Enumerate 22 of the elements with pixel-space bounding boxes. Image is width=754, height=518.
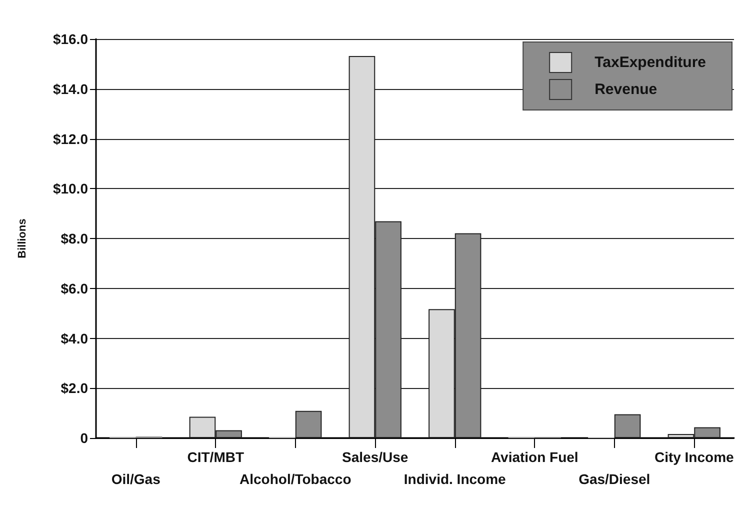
x-tick-label: Aviation Fuel <box>490 449 578 465</box>
x-tick-label: Oil/Gas <box>111 471 161 487</box>
y-tick-label: $14.0 <box>52 80 88 97</box>
y-tick-label: 0 <box>80 430 88 446</box>
x-tick-label: Alcohol/Tobacco <box>240 471 352 487</box>
y-tick-label: $12.0 <box>52 130 88 147</box>
y-tick-label: $16.0 <box>52 31 88 47</box>
legend-label: TaxExpenditure <box>594 54 706 71</box>
bar <box>295 410 322 438</box>
x-tick-label: Individ. Income <box>404 471 506 487</box>
y-tick-label: $10.0 <box>52 180 88 197</box>
x-tick-label: City Income <box>654 449 734 465</box>
legend-label: Revenue <box>594 81 658 98</box>
y-axis-title: Billions <box>16 218 28 258</box>
x-tick-label: Sales/Use <box>342 449 408 465</box>
bar <box>614 414 641 438</box>
y-tick-label: $6.0 <box>60 280 88 296</box>
y-tick-label: $8.0 <box>60 230 88 246</box>
y-tick-label: $4.0 <box>60 330 88 346</box>
x-tick-label: CIT/MBT <box>187 449 244 465</box>
x-tick-label: Gas/Diesel <box>578 471 650 487</box>
y-tick-label: $2.0 <box>60 380 88 396</box>
